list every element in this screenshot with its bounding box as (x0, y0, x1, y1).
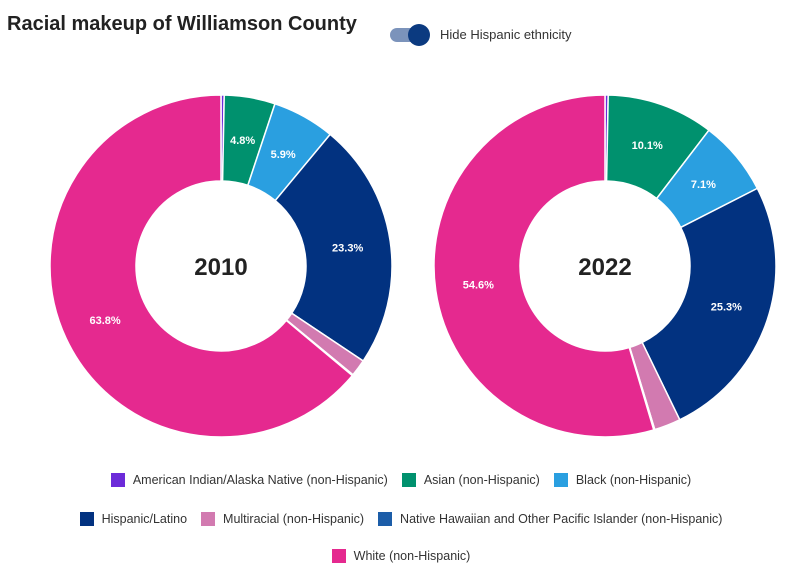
legend-item[interactable]: Black (non-Hispanic) (553, 473, 692, 487)
legend-label: Hispanic/Latino (101, 512, 188, 526)
slice-label: 10.1% (632, 140, 663, 152)
slice-label: 4.8% (230, 135, 255, 147)
legend-swatch (201, 512, 216, 526)
legend-label: Native Hawaiian and Other Pacific Island… (400, 512, 723, 526)
hide-hispanic-toggle[interactable]: Hide Hispanic ethnicity (390, 23, 572, 46)
legend-swatch (378, 512, 393, 526)
donut-center-year: 2022 (578, 254, 631, 281)
legend-item[interactable]: Asian (non-Hispanic) (401, 473, 540, 487)
toggle-track[interactable] (390, 23, 430, 46)
slice-label: 63.8% (89, 315, 120, 327)
slice-label: 54.6% (463, 279, 494, 291)
legend-swatch (79, 512, 94, 526)
legend-swatch (331, 549, 346, 563)
slice-label: 25.3% (711, 302, 742, 314)
legend-label: Black (non-Hispanic) (575, 473, 692, 487)
legend-row-2: Hispanic/Latino Multiracial (non-Hispanic… (0, 512, 802, 526)
legend-item[interactable]: Multiracial (non-Hispanic) (201, 512, 364, 526)
donut-slice-2010-3[interactable] (274, 133, 393, 362)
legend-swatch (553, 473, 568, 487)
legend-row-3: White (non-Hispanic) (0, 549, 802, 563)
legend-label: American Indian/Alaska Native (non-Hispa… (132, 473, 388, 487)
donut-charts: 4.8% 5.9% 23.3% 63.8% 2010 10.1% 7.1% 25.3% 54.6… (49, 94, 777, 438)
toggle-knob[interactable] (408, 23, 430, 46)
legend-label: White (non-Hispanic) (353, 549, 471, 563)
legend-item[interactable]: American Indian/Alaska Native (non-Hispa… (110, 473, 388, 487)
legend-item[interactable]: White (non-Hispanic) (331, 549, 471, 563)
legend-swatch (110, 473, 125, 487)
donut-center-year: 2010 (194, 254, 247, 281)
donut-slice-2022-3[interactable] (641, 187, 777, 421)
donut-slice-2022-6[interactable] (433, 94, 655, 438)
toggle-label: Hide Hispanic ethnicity (440, 27, 572, 42)
legend-swatch (401, 473, 416, 487)
slice-label: 7.1% (691, 179, 716, 191)
legend-label: Multiracial (non-Hispanic) (223, 512, 365, 526)
legend-row-1: American Indian/Alaska Native (non-Hispa… (0, 473, 802, 487)
donut-slice-2010-6[interactable] (49, 94, 354, 438)
slice-label: 5.9% (271, 149, 296, 161)
legend-label: Asian (non-Hispanic) (423, 473, 540, 487)
legend-item[interactable]: Native Hawaiian and Other Pacific Island… (378, 512, 722, 526)
chart-title: Racial makeup of Williamson County (7, 13, 357, 35)
legend-item[interactable]: Hispanic/Latino (79, 512, 188, 526)
slice-label: 23.3% (332, 243, 363, 255)
